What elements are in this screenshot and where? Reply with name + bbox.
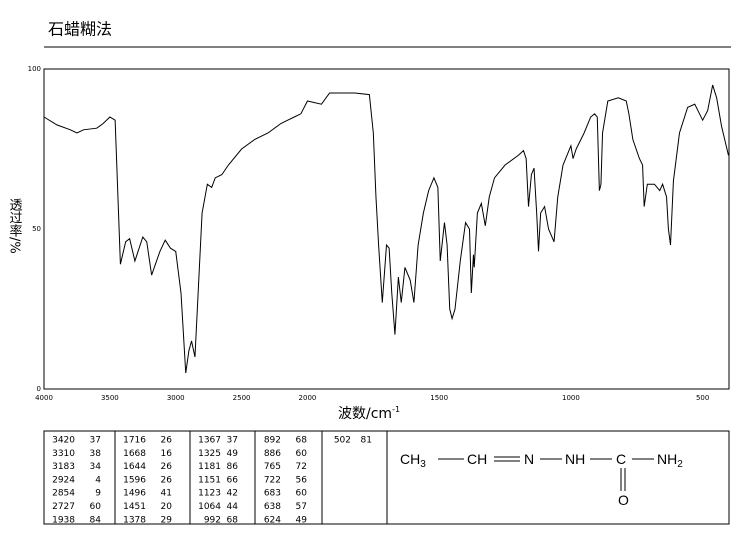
atom: C (616, 451, 626, 467)
peak-wavenumber: 2727 (52, 502, 75, 512)
atom-subscript: 2 (677, 459, 683, 470)
peak-transmittance: 60 (296, 449, 308, 459)
peak-wavenumber: 638 (264, 502, 281, 512)
y-axis-label: 透过率/% (7, 198, 23, 254)
peak-wavenumber: 992 (204, 515, 221, 525)
peak-wavenumber: 765 (264, 462, 281, 472)
y-tick-label: 50 (32, 225, 41, 233)
peak-transmittance: 4 (95, 475, 101, 485)
peak-transmittance: 49 (296, 515, 308, 525)
peak-wavenumber: 3310 (52, 449, 75, 459)
peak-transmittance: 26 (161, 436, 173, 446)
peak-wavenumber: 3183 (52, 462, 75, 472)
peak-transmittance: 72 (296, 462, 307, 472)
peak-wavenumber: 1367 (198, 436, 221, 446)
x-tick-label: 3000 (167, 394, 185, 402)
x-tick-label: 1000 (562, 394, 580, 402)
x-tick-label: 2000 (299, 394, 317, 402)
atom: NH (565, 451, 585, 467)
peak-transmittance: 26 (161, 475, 173, 485)
peak-transmittance: 41 (161, 489, 172, 499)
peak-transmittance: 37 (90, 436, 101, 446)
peak-transmittance: 86 (227, 462, 239, 472)
atom-symbol: C (616, 451, 626, 467)
peak-wavenumber: 1644 (123, 462, 146, 472)
plot-frame (43, 68, 730, 390)
peak-wavenumber: 1496 (123, 489, 146, 499)
table-dividers (114, 431, 388, 524)
peak-wavenumber: 1151 (198, 475, 221, 485)
peak-transmittance: 68 (227, 515, 239, 525)
peak-transmittance: 66 (227, 475, 239, 485)
peak-transmittance: 29 (161, 515, 173, 525)
peak-wavenumber: 1325 (198, 449, 221, 459)
x-label-sup: -1 (392, 405, 400, 414)
peak-wavenumber: 2854 (52, 489, 75, 499)
x-label-text: 波数/cm (338, 406, 392, 422)
peak-transmittance: 16 (161, 449, 173, 459)
peak-wavenumber: 1451 (123, 502, 146, 512)
bonds (438, 456, 654, 491)
peak-transmittance: 42 (227, 489, 238, 499)
y-tick-label: 0 (37, 385, 41, 393)
peak-wavenumber: 1716 (123, 436, 146, 446)
atom-symbol: CH (400, 451, 420, 467)
peak-wavenumber: 3420 (52, 436, 75, 446)
y-tick-label: 100 (28, 65, 41, 73)
peak-wavenumber: 624 (264, 515, 281, 525)
atom: CH (467, 451, 487, 467)
peak-transmittance: 49 (227, 449, 239, 459)
peak-transmittance: 57 (296, 502, 307, 512)
chart-title: 石蜡糊法 (48, 20, 112, 39)
peak-wavenumber: 1064 (198, 502, 221, 512)
peak-transmittance: 56 (296, 475, 308, 485)
peak-wavenumber: 886 (264, 449, 281, 459)
peak-wavenumber: 1938 (52, 515, 75, 525)
peak-wavenumber: 502 (334, 436, 351, 446)
atom: CH3 (400, 451, 426, 470)
atom-symbol: O (618, 492, 629, 508)
peak-wavenumber: 1378 (123, 515, 146, 525)
atom-symbol: NH (565, 451, 585, 467)
peak-wavenumber: 2924 (52, 475, 75, 485)
peak-transmittance: 60 (90, 502, 102, 512)
peak-transmittance: 20 (161, 502, 173, 512)
atom: NH2 (657, 451, 683, 470)
x-tick-label: 500 (696, 394, 709, 402)
peak-wavenumber: 722 (264, 475, 281, 485)
atom-subscript: 3 (420, 459, 426, 470)
peak-wavenumber: 1123 (198, 489, 221, 499)
peak-transmittance: 38 (90, 449, 102, 459)
atom-symbol: CH (467, 451, 487, 467)
peak-transmittance: 37 (227, 436, 238, 446)
atom-symbol: N (524, 451, 534, 467)
x-tick-label: 4000 (35, 394, 53, 402)
atom: O (618, 492, 629, 508)
x-tick-label: 2500 (233, 394, 251, 402)
peak-transmittance: 44 (227, 502, 239, 512)
x-tick-label: 3500 (101, 394, 119, 402)
x-tick-label: 1500 (430, 394, 448, 402)
atom: N (524, 451, 534, 467)
peak-transmittance: 68 (296, 436, 308, 446)
peak-transmittance: 81 (361, 436, 372, 446)
peak-transmittance: 34 (90, 462, 102, 472)
peak-transmittance: 9 (95, 489, 101, 499)
peak-wavenumber: 892 (264, 436, 281, 446)
x-axis-label: 波数/cm-1 (338, 405, 400, 423)
peak-transmittance: 26 (161, 462, 173, 472)
peak-wavenumber: 1668 (123, 449, 146, 459)
spectrum-line (43, 84, 729, 374)
peak-wavenumber: 683 (264, 489, 281, 499)
peak-transmittance: 60 (296, 489, 308, 499)
peak-transmittance: 84 (90, 515, 102, 525)
peak-wavenumber: 1596 (123, 475, 146, 485)
peak-wavenumber: 1181 (198, 462, 221, 472)
atom-symbol: NH (657, 451, 677, 467)
